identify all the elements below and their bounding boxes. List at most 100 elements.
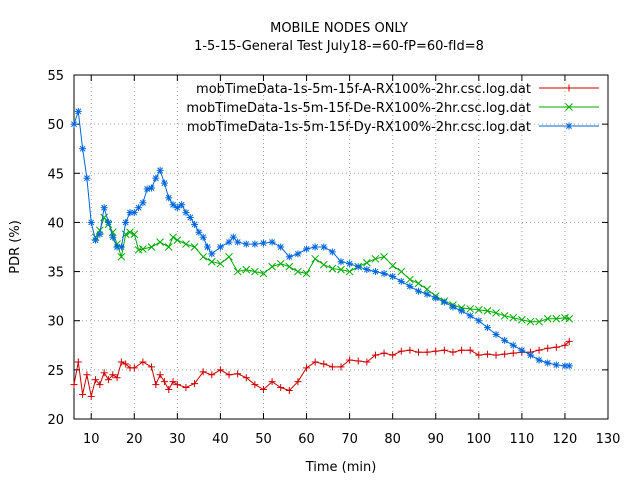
data-point <box>104 376 112 384</box>
data-point <box>96 381 104 389</box>
data-point <box>535 346 543 354</box>
data-point <box>251 267 259 276</box>
series-3 <box>70 107 573 370</box>
x-tick-label: 130 <box>596 432 621 447</box>
data-point <box>242 374 250 382</box>
x-tick-label: 50 <box>255 432 272 447</box>
data-point <box>466 346 474 354</box>
data-point <box>346 356 354 364</box>
data-point <box>117 358 125 366</box>
data-point <box>285 386 293 394</box>
series-1 <box>70 337 573 400</box>
data-point <box>199 233 207 241</box>
x-tick-label: 120 <box>553 432 578 447</box>
data-point <box>363 266 371 274</box>
data-point <box>135 204 143 212</box>
y-tick-label: 45 <box>47 167 64 182</box>
data-point <box>173 204 181 212</box>
data-point <box>302 269 311 278</box>
data-point <box>509 313 518 322</box>
data-point <box>259 386 267 394</box>
data-point <box>173 381 181 389</box>
data-point <box>285 262 294 271</box>
data-point <box>126 228 134 237</box>
data-point <box>199 368 207 376</box>
y-tick-label: 20 <box>47 413 64 428</box>
legend-swatch-marker <box>565 84 573 92</box>
data-point <box>518 315 526 324</box>
x-tick-label: 90 <box>427 432 444 447</box>
data-point <box>294 378 302 386</box>
data-point <box>277 243 285 251</box>
data-point <box>354 263 362 271</box>
data-point <box>95 226 104 235</box>
data-point <box>104 218 112 226</box>
data-point <box>169 233 177 242</box>
data-point <box>415 287 423 295</box>
data-point <box>251 381 259 389</box>
data-point <box>285 253 293 261</box>
data-point <box>182 384 190 392</box>
data-point <box>152 174 160 182</box>
data-point <box>74 358 82 366</box>
data-point <box>294 250 302 258</box>
legend-label: mobTimeData-1s-5m-15f-A-RX100%-2hr.csc.l… <box>196 82 531 97</box>
y-tick-label: 25 <box>47 364 64 379</box>
data-point <box>362 258 371 267</box>
data-point <box>518 346 526 354</box>
x-tick-label: 70 <box>341 432 358 447</box>
data-point <box>130 209 138 217</box>
data-point <box>535 356 543 364</box>
data-point <box>216 243 224 251</box>
data-point <box>242 240 250 248</box>
data-point <box>414 279 423 288</box>
data-point <box>466 305 475 313</box>
data-point <box>440 298 448 306</box>
data-point <box>543 314 552 323</box>
data-point <box>483 324 491 332</box>
data-point <box>565 314 574 323</box>
data-point <box>92 236 100 244</box>
data-point <box>70 381 78 389</box>
data-point <box>406 346 414 354</box>
data-point <box>371 351 379 359</box>
data-point <box>165 194 173 202</box>
data-point <box>139 358 147 366</box>
data-point <box>117 252 126 261</box>
data-point <box>204 243 211 251</box>
data-point <box>109 233 117 241</box>
data-point <box>70 120 78 128</box>
data-point <box>165 386 173 394</box>
y-tick-label: 40 <box>47 216 64 231</box>
data-point <box>354 357 362 365</box>
data-point <box>406 275 414 284</box>
y-tick-label: 50 <box>47 118 64 133</box>
data-point <box>535 317 543 326</box>
data-point <box>148 184 156 192</box>
data-point <box>242 265 251 274</box>
legend-label: mobTimeData-1s-5m-15f-Dy-RX100%-2hr.csc.… <box>187 120 531 135</box>
data-point <box>160 378 168 386</box>
data-point <box>169 378 177 386</box>
data-point <box>337 258 345 266</box>
data-point <box>320 243 328 251</box>
data-point <box>474 306 483 314</box>
data-point <box>83 371 91 379</box>
x-tick-label: 20 <box>126 432 143 447</box>
chart-title: MOBILE NODES ONLY <box>270 21 408 36</box>
data-point <box>156 371 164 379</box>
data-point <box>294 267 302 276</box>
legend-item: mobTimeData-1s-5m-15f-Dy-RX100%-2hr.csc.… <box>187 120 599 135</box>
data-point <box>160 179 168 187</box>
data-point <box>79 390 87 398</box>
data-point <box>526 317 535 326</box>
x-tick-label: 30 <box>169 432 186 447</box>
data-point <box>432 294 440 302</box>
data-point <box>449 348 457 356</box>
data-point <box>87 218 95 226</box>
data-point <box>500 311 509 320</box>
data-point <box>234 370 242 378</box>
data-point <box>363 358 371 366</box>
